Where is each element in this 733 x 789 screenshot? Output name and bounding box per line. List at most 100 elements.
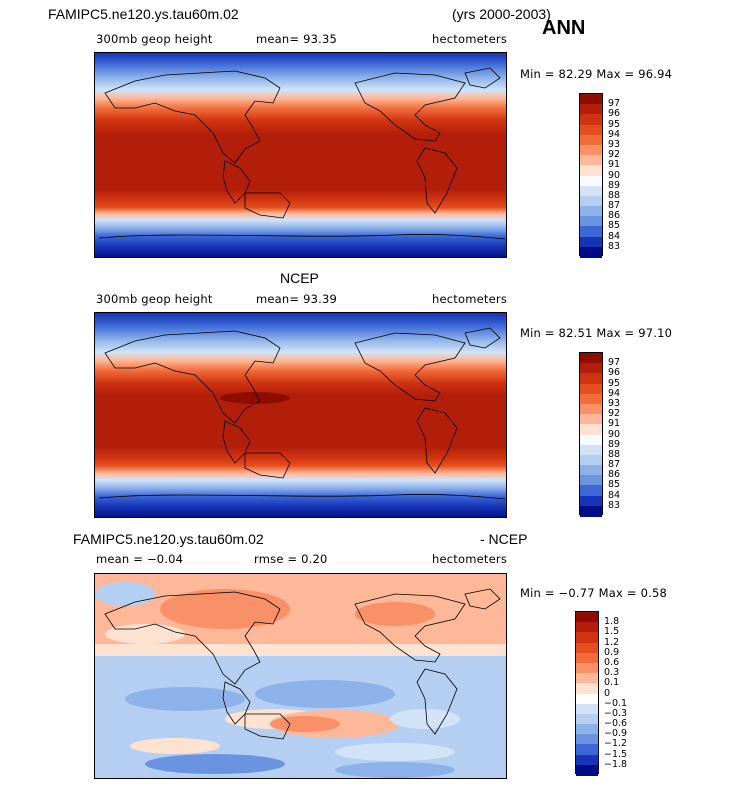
panel3-colorbar-label: −0.1 (604, 697, 628, 709)
panel3-anomaly-fields (95, 574, 506, 778)
panel1-colorbar-swatch (580, 185, 602, 197)
panel1-map-svg (95, 53, 506, 257)
panel2-colorbar-swatch (580, 444, 602, 456)
panel3-colorbar-swatch (576, 693, 598, 705)
panel2-colorbar-label: 92 (608, 408, 621, 420)
panel1-map (94, 52, 507, 258)
panel2-colorbar-swatch (580, 485, 602, 497)
panel2-colorbar-swatch (580, 363, 602, 374)
panel1-colorbar-label: 84 (608, 230, 621, 242)
panel2-colorbar-swatch (580, 403, 602, 415)
panel2-colorbar-label: 90 (608, 428, 621, 440)
panel1-colorbar-swatch (580, 144, 602, 156)
panel1-colorbar-label: 83 (608, 240, 621, 252)
panel3-colorbar-swatch (576, 622, 598, 633)
panel1-colorbar-swatch (580, 195, 602, 207)
panel1-colorbar-swatch (580, 216, 602, 227)
panel1-colorbar-swatch (580, 246, 602, 258)
panel3-title-left: FAMIPC5.ne120.ys.tau60m.02 (73, 531, 264, 547)
panel3-mean: mean = −0.04 (96, 552, 184, 566)
panel3-units: hectometers (432, 552, 508, 566)
panel3-colorbar-label: 0 (604, 687, 611, 699)
panel2-variable: 300mb geop height (96, 292, 213, 306)
panel3-colorbar-label: −1.8 (604, 758, 628, 770)
panel1-units: hectometers (432, 32, 508, 46)
panel2-colorbar-swatch (580, 353, 602, 364)
panel2-units: hectometers (432, 292, 508, 306)
panel2-colorbar-label: 93 (608, 397, 621, 409)
panel3-colorbar-swatch (576, 673, 598, 684)
panel1-colorbar-label: 87 (608, 200, 621, 212)
panel3-map-svg (95, 574, 506, 778)
panel3-colorbar-swatch (576, 612, 598, 623)
panel2-colorbar-swatch (580, 383, 602, 395)
panel3-colorbar-label: 1.5 (604, 626, 620, 638)
panel3-colorbar-label: −0.6 (604, 718, 628, 730)
panel3-colorbar-swatch (576, 642, 598, 654)
panel2-colorbar-label: 91 (608, 418, 621, 430)
panel3-colorbar-swatch (576, 744, 598, 756)
panel1-coastlines (98, 67, 506, 240)
panel2-mean: mean= 93.39 (256, 292, 338, 306)
panel3-colorbar-swatch (576, 713, 598, 725)
panel2-colorbar-label: 94 (608, 387, 621, 399)
panel1-colorbar-label: 91 (608, 159, 621, 171)
panel3-colorbar-label: 0.1 (604, 677, 620, 689)
panel2-warm-pool (220, 392, 290, 404)
panel3-map (94, 573, 507, 779)
panel3-colorbar-label: 0.6 (604, 656, 620, 668)
panel1-mean: mean= 93.35 (256, 32, 338, 46)
panel1-colorbar-label: 92 (608, 149, 621, 161)
panel2-map (94, 312, 507, 518)
panel3-rmse: rmse = 0.20 (254, 552, 328, 566)
years-label: (yrs 2000-2003) (452, 6, 551, 22)
panel1-colorbar-label: 94 (608, 128, 621, 140)
panel3-colorbar-label: −1.5 (604, 748, 628, 760)
panel1-variable: 300mb geop height (96, 32, 213, 46)
panel1-colorbar-swatch (580, 114, 602, 126)
panel2-colorbar-label: 96 (608, 367, 621, 379)
panel1-colorbar-label: 96 (608, 108, 621, 120)
panel3-colorbar-label: 1.8 (604, 616, 620, 628)
panel1-colorbar-swatch (580, 134, 602, 146)
panel2-colorbar-label: 95 (608, 377, 621, 389)
panel3-colorbar-swatch (576, 632, 598, 644)
panel1-colorbar-label: 95 (608, 118, 621, 130)
panel2-colorbar-swatch (580, 465, 602, 476)
panel2-colorbar-swatch (580, 505, 602, 517)
panel2-title: NCEP (280, 270, 319, 286)
panel2-map-svg (95, 313, 506, 517)
panel3-colorbar-swatch (576, 764, 598, 776)
panel3-colorbar-swatch (576, 724, 598, 735)
panel3-minmax: Min = −0.77 Max = 0.58 (520, 586, 667, 600)
panel1-colorbar-label: 90 (608, 169, 621, 181)
panel3-colorbar-swatch (576, 754, 598, 766)
panel1-colorbar-swatch (580, 165, 602, 176)
panel2-colorbar-label: 84 (608, 489, 621, 501)
panel3-colorbar-swatch (576, 662, 598, 674)
panel3-colorbar-label: 0.3 (604, 667, 620, 679)
panel1-colorbar-swatch (580, 226, 602, 238)
panel1-colorbar-label: 88 (608, 189, 621, 201)
panel2-colorbar-label: 89 (608, 438, 621, 450)
panel3-colorbar-swatch (576, 703, 598, 715)
panel1-colorbar-swatch (580, 124, 602, 136)
panel2-colorbar-swatch (580, 434, 602, 446)
panel3-colorbar: 1.8 1.5 1.2 0.9 0.6 0.3 0.1 0 −0.1 −0.3 −0.6 −0.9 −1… (575, 611, 627, 776)
panel1-colorbar-swatch (580, 155, 602, 166)
panel2-colorbar-label: 83 (608, 499, 621, 511)
panel3-colorbar-label: −1.2 (604, 738, 628, 750)
panel2-colorbar-label: 88 (608, 448, 621, 460)
panel1-colorbar-label: 97 (608, 98, 621, 110)
panel2-colorbar-swatch (580, 475, 602, 486)
panel1-colorbar-label: 86 (608, 210, 621, 222)
panel3-colorbar-label: 0.9 (604, 646, 620, 658)
panel2-colorbar-label: 85 (608, 479, 621, 491)
panel2-colorbar-swatch (580, 454, 602, 466)
panel1-colorbar-swatch (580, 175, 602, 187)
panel3-colorbar-swatch (576, 683, 598, 694)
panel1-minmax: Min = 82.29 Max = 96.94 (520, 67, 673, 81)
panel1-colorbar-label: 89 (608, 179, 621, 191)
panel1-colorbar-swatch (580, 236, 602, 248)
panel2-colorbar-swatch (580, 424, 602, 435)
